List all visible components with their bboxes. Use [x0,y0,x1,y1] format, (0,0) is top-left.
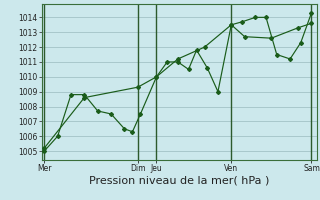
X-axis label: Pression niveau de la mer( hPa ): Pression niveau de la mer( hPa ) [89,176,269,186]
